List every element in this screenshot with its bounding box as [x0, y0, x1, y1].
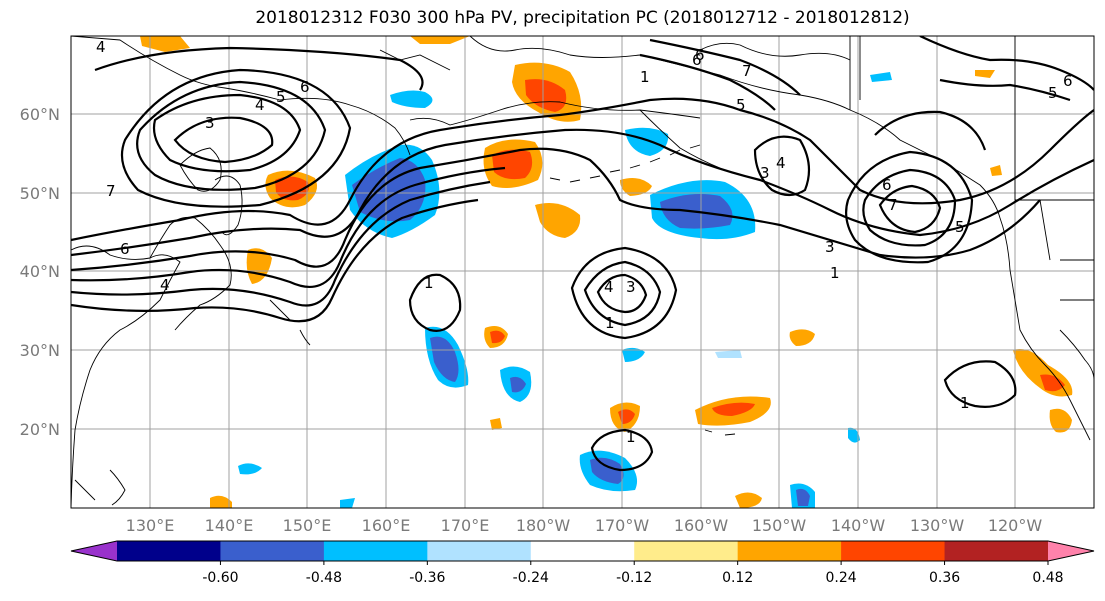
lat-label: 20°N [20, 420, 60, 439]
contour-label: 4 [160, 276, 170, 294]
colorbar-tick-labels: -0.60 -0.48 -0.36 -0.24 -0.12 0.12 0.24 0.36 0.4… [202, 561, 1064, 586]
lat-label: 30°N [20, 341, 60, 360]
contour-label: 5 [276, 88, 286, 106]
colorbar-segment [634, 541, 739, 561]
lon-label: 130°W [910, 516, 965, 535]
contour-label: 3 [825, 238, 835, 256]
colorbar-segment [841, 541, 946, 561]
colorbar-segment [427, 541, 532, 561]
contour-label: 6 [120, 240, 130, 258]
map-title: 2018012312 F030 300 hPa PV, precipitatio… [255, 8, 910, 28]
colorbar-segment [117, 541, 221, 561]
colorbar-tick-label: -0.60 [202, 570, 238, 586]
contour-label: 7 [742, 62, 752, 80]
colorbar-segment [737, 541, 842, 561]
lon-label: 140°W [831, 516, 886, 535]
pv-contour-labels: 4 6 5 4 3 7 6 4 1 1 3 4 6 7 5 4 3 6 7 5 … [96, 38, 1073, 446]
contour-label: 6 [692, 51, 702, 69]
lon-label: 170°E [441, 516, 490, 535]
contour-label: 4 [776, 154, 786, 172]
colorbar-tick-label: 0.36 [929, 570, 960, 586]
precip-positive-shading [140, 36, 1073, 508]
colorbar-segment [944, 541, 1049, 561]
contour-label: 1 [424, 274, 434, 292]
contour-label: 1 [830, 264, 840, 282]
lon-label: 160°W [674, 516, 729, 535]
contour-label: 6 [695, 46, 705, 64]
contour-label: 6 [300, 78, 310, 96]
colorbar-tick-label: 0.48 [1032, 570, 1063, 586]
lon-label: 170°W [595, 516, 650, 535]
contour-label: 5 [955, 218, 965, 236]
colorbar-extension-low [71, 541, 117, 561]
contour-label: 1 [605, 314, 615, 332]
contour-label: 1 [640, 68, 650, 86]
lon-label: 160°E [362, 516, 411, 535]
latitude-labels: 60°N 50°N 40°N 30°N 20°N [20, 105, 60, 439]
contour-label: 3 [205, 114, 215, 132]
lon-label: 120°W [988, 516, 1043, 535]
map-frame [70, 35, 1095, 509]
gridlines [71, 36, 1094, 508]
colorbar-tick-label: -0.36 [409, 570, 445, 586]
contour-label: 3 [626, 278, 636, 296]
colorbar-tick-label: 0.24 [826, 570, 857, 586]
contour-label: 5 [736, 96, 746, 114]
contour-label: 3 [760, 164, 770, 182]
colorbar [70, 540, 1095, 562]
colorbar-outline [70, 540, 1095, 562]
colorbar-segment [323, 541, 428, 561]
lon-label: 180°W [516, 516, 571, 535]
colorbar-extension-high [1048, 541, 1094, 561]
contour-label: 6 [882, 176, 892, 194]
contour-label: 5 [1048, 84, 1058, 102]
contour-label: 7 [106, 182, 116, 200]
contour-label: 7 [888, 196, 898, 214]
contour-label: 4 [96, 38, 106, 56]
contour-label: 6 [1063, 72, 1073, 90]
lon-label: 150°E [283, 516, 332, 535]
colorbar-tick-label: -0.48 [306, 570, 342, 586]
contour-label: 4 [604, 278, 614, 296]
colorbar-segment [220, 541, 325, 561]
contour-label: 4 [255, 96, 265, 114]
colorbar-tick-label: -0.24 [513, 570, 549, 586]
contour-label: 1 [626, 428, 636, 446]
contour-label: 1 [960, 394, 970, 412]
lon-label: 130°E [126, 516, 175, 535]
colorbar-segment [530, 541, 635, 561]
colorbar-tick-label: 0.12 [722, 570, 753, 586]
colorbar-tick-label: -0.12 [616, 570, 652, 586]
longitude-labels: 130°E 140°E 150°E 160°E 170°E 180°W 170°… [126, 516, 1043, 535]
lat-label: 60°N [20, 105, 60, 124]
lon-label: 140°E [205, 516, 254, 535]
lat-label: 40°N [20, 262, 60, 281]
pv-contours [71, 36, 1094, 472]
lat-label: 50°N [20, 184, 60, 203]
lon-label: 150°W [752, 516, 807, 535]
